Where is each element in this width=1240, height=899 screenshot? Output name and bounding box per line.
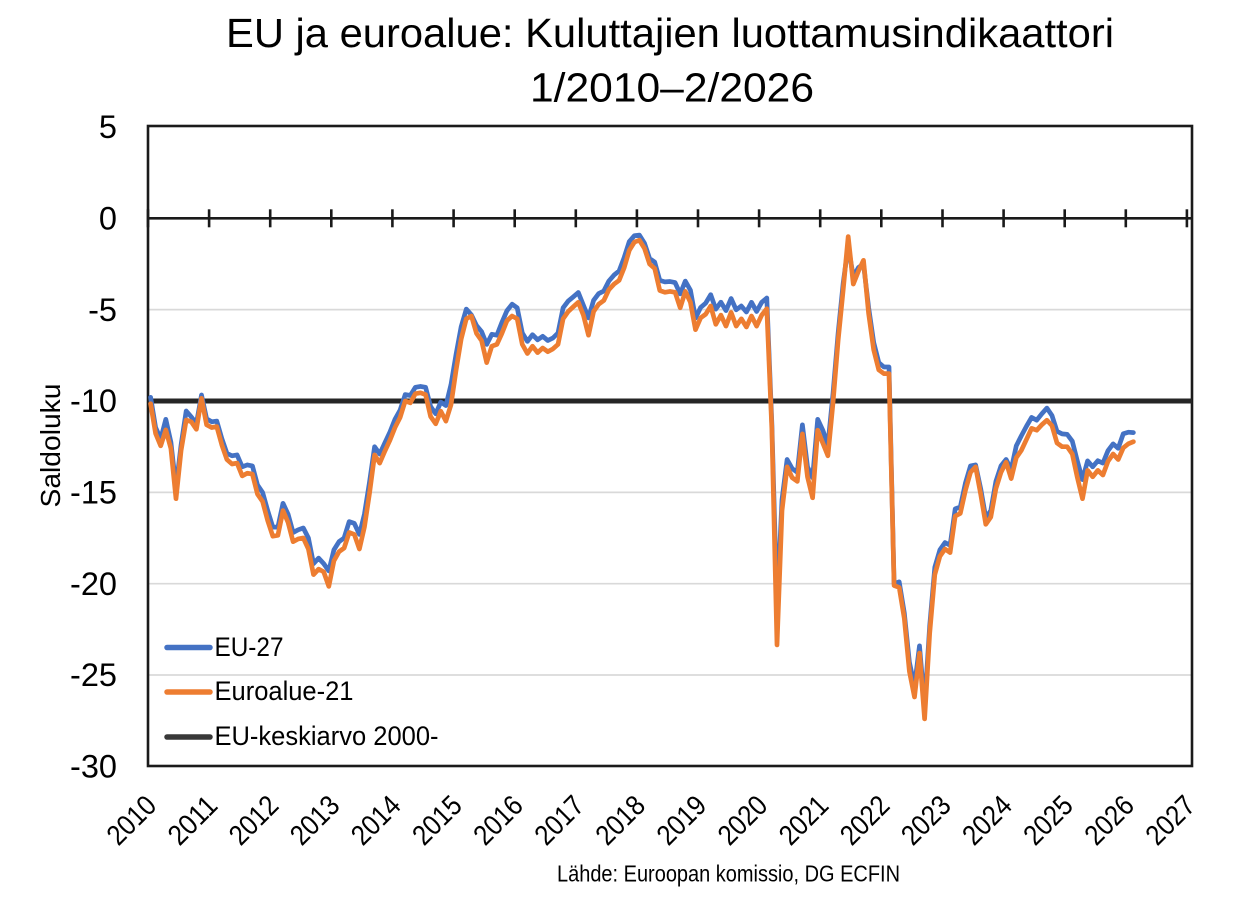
svg-text:EU-keskiarvo 2000-: EU-keskiarvo 2000- xyxy=(215,721,439,751)
svg-text:-30: -30 xyxy=(70,749,117,785)
svg-text:Euroalue-21: Euroalue-21 xyxy=(215,676,354,706)
svg-text:EU-27: EU-27 xyxy=(215,632,284,662)
svg-text:0: 0 xyxy=(99,201,117,237)
svg-text:EU ja euroalue: Kuluttajien lu: EU ja euroalue: Kuluttajien luottamusind… xyxy=(226,10,1114,56)
svg-text:-5: -5 xyxy=(88,292,117,328)
svg-text:5: 5 xyxy=(99,109,117,145)
svg-text:1/2010–2/2026: 1/2010–2/2026 xyxy=(530,65,814,111)
svg-text:Lähde: Euroopan komissio, DG E: Lähde: Euroopan komissio, DG ECFIN xyxy=(557,861,900,887)
svg-text:Saldoluku: Saldoluku xyxy=(35,384,66,508)
svg-text:-15: -15 xyxy=(70,475,117,511)
svg-text:-20: -20 xyxy=(70,566,117,602)
svg-text:-10: -10 xyxy=(70,383,117,419)
svg-text:-25: -25 xyxy=(70,657,117,693)
